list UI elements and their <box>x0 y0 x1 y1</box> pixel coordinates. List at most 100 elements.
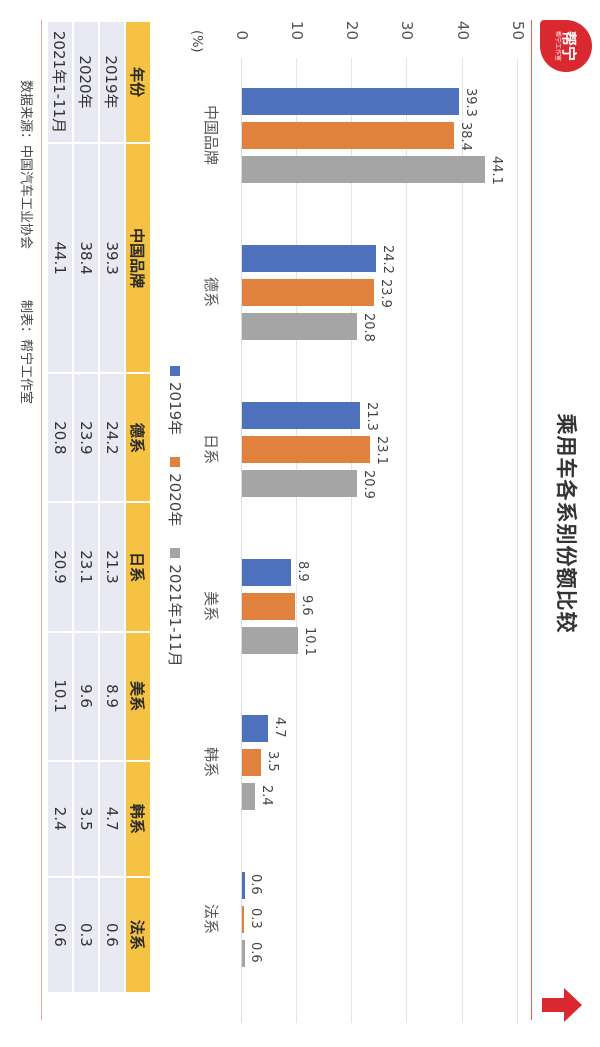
label-japan-2021: 20.9 <box>361 470 376 499</box>
category-france: 法系 <box>202 903 220 934</box>
category-china: 中国品牌 <box>202 104 220 165</box>
header-us: 美系 <box>126 632 150 760</box>
y-axis-unit: (%) <box>189 30 204 53</box>
bar-korea-2019 <box>242 715 268 742</box>
y-tick-50: 50 <box>509 20 527 40</box>
bar-china-2021 <box>242 156 485 183</box>
cell-year: 2020年 <box>74 22 98 142</box>
bar-korea-2020 <box>242 749 261 776</box>
bar-france-2019 <box>242 872 245 899</box>
header-korea: 韩系 <box>126 761 150 876</box>
legend-label-2021: 2021年1-11月 <box>166 564 184 667</box>
bar-korea-2021 <box>242 783 255 810</box>
cell: 39.3 <box>100 144 124 373</box>
header-china: 中国品牌 <box>126 144 150 373</box>
header-japan: 日系 <box>126 503 150 631</box>
table-row: 2020年 38.4 23.9 23.1 9.6 3.5 0.3 <box>74 22 98 992</box>
gridline-30 <box>406 58 407 1023</box>
legend-item-2020: 2020年 <box>165 457 186 526</box>
cell: 24.2 <box>100 374 124 502</box>
cell: 21.3 <box>100 503 124 631</box>
bar-china-2019 <box>242 88 459 115</box>
cell: 0.6 <box>100 877 124 992</box>
bar-german-2020 <box>242 279 374 306</box>
bar-us-2020 <box>242 593 295 620</box>
label-france-2019: 0.6 <box>248 874 263 895</box>
legend-swatch-orange <box>170 457 181 468</box>
cell: 8.9 <box>100 632 124 760</box>
category-german: 德系 <box>202 276 220 307</box>
label-china-2019: 39.3 <box>463 88 478 117</box>
y-tick-0: 0 <box>233 30 251 40</box>
up-arrow-icon[interactable] <box>542 988 582 1022</box>
legend-label-2019: 2019年 <box>166 382 184 436</box>
cell: 4.7 <box>100 761 124 876</box>
label-france-2020: 0.3 <box>248 908 263 929</box>
cell: 44.1 <box>48 144 72 373</box>
label-korea-2019: 4.7 <box>272 717 287 738</box>
cell: 38.4 <box>74 144 98 373</box>
label-german-2019: 24.2 <box>380 245 395 274</box>
gridline-40 <box>462 58 463 1023</box>
table-row: 2019年 39.3 24.2 21.3 8.9 4.7 0.6 <box>100 22 124 992</box>
data-source: 数据来源：中国汽车工业协会 <box>18 80 33 250</box>
cell-year: 2021年1-11月 <box>48 22 72 142</box>
cell: 9.6 <box>74 632 98 760</box>
label-china-2020: 38.4 <box>458 122 473 151</box>
cell: 20.9 <box>48 503 72 631</box>
legend-swatch-grey <box>170 548 181 559</box>
label-korea-2021: 2.4 <box>259 785 274 806</box>
table-header-row: 年份 中国品牌 德系 日系 美系 韩系 法系 <box>126 22 150 992</box>
cell: 0.6 <box>48 877 72 992</box>
chart-legend: 2019年 2020年 2021年1-11月 <box>165 366 186 667</box>
label-us-2020: 9.6 <box>299 595 314 616</box>
cell-year: 2019年 <box>100 22 124 142</box>
bar-german-2021 <box>242 313 357 340</box>
bar-japan-2021 <box>242 470 357 497</box>
gridline-10 <box>296 58 297 1023</box>
label-us-2019: 8.9 <box>295 561 310 582</box>
label-china-2021: 44.1 <box>489 156 504 185</box>
cell: 23.1 <box>74 503 98 631</box>
category-korea: 韩系 <box>202 746 220 777</box>
data-table: 年份 中国品牌 德系 日系 美系 韩系 法系 2019年 39.3 24.2 2… <box>46 20 152 994</box>
label-japan-2020: 23.1 <box>374 436 389 465</box>
legend-item-2019: 2019年 <box>165 366 186 435</box>
table-maker: 制表：帮宁工作室 <box>18 300 33 405</box>
y-tick-30: 30 <box>398 20 416 40</box>
gridline-20 <box>351 58 352 1023</box>
bar-chart: (%) 0 10 20 30 40 50 39.3 38.4 44.1 中国品牌… <box>160 0 600 1047</box>
legend-label-2020: 2020年 <box>166 473 184 527</box>
bar-japan-2019 <box>242 402 360 429</box>
label-german-2021: 20.8 <box>361 313 376 342</box>
y-tick-20: 20 <box>343 20 361 40</box>
bar-france-2021 <box>242 940 245 967</box>
legend-swatch-blue <box>170 366 181 376</box>
y-tick-10: 10 <box>288 20 306 40</box>
bar-german-2019 <box>242 245 376 272</box>
bar-us-2019 <box>242 559 291 586</box>
cell: 10.1 <box>48 632 72 760</box>
cell: 23.9 <box>74 374 98 502</box>
gridline-50 <box>517 58 518 1023</box>
header-german: 德系 <box>126 374 150 502</box>
cell: 2.4 <box>48 761 72 876</box>
bar-japan-2020 <box>242 436 370 463</box>
footer-divider <box>41 20 42 1020</box>
table-row: 2021年1-11月 44.1 20.8 20.9 10.1 2.4 0.6 <box>48 22 72 992</box>
label-korea-2020: 3.5 <box>265 751 280 772</box>
category-us: 美系 <box>202 590 220 621</box>
category-japan: 日系 <box>202 433 220 464</box>
label-japan-2019: 21.3 <box>364 402 379 431</box>
bar-china-2020 <box>242 122 454 149</box>
bar-us-2021 <box>242 627 298 654</box>
header-year: 年份 <box>126 22 150 142</box>
label-france-2021: 0.6 <box>248 942 263 963</box>
cell: 3.5 <box>74 761 98 876</box>
header-france: 法系 <box>126 877 150 992</box>
label-us-2021: 10.1 <box>302 627 317 656</box>
label-german-2020: 23.9 <box>378 279 393 308</box>
bar-france-2020 <box>242 906 244 933</box>
cell: 20.8 <box>48 374 72 502</box>
